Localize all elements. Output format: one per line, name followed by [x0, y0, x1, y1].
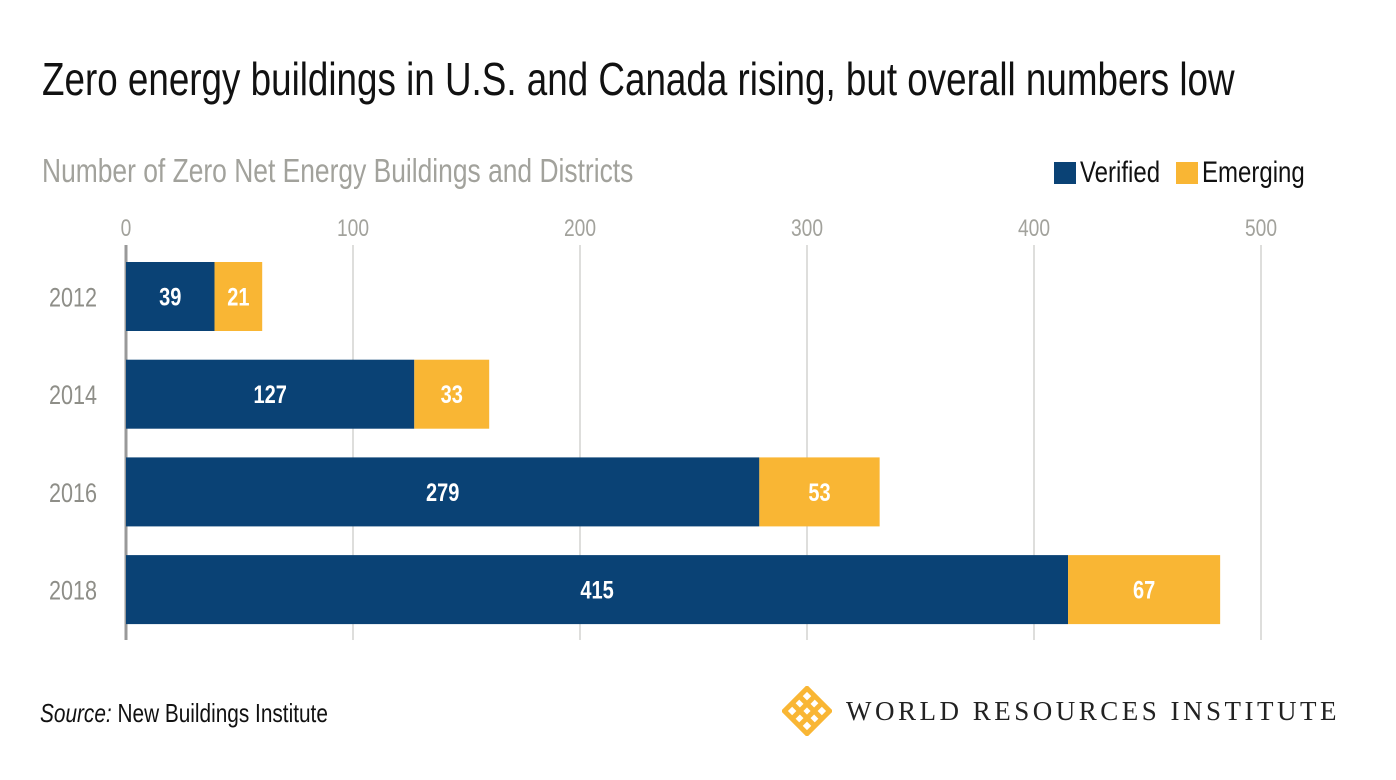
bar-segment-emerging	[414, 359, 490, 429]
chart-subtitle: Number of Zero Net Energy Buildings and …	[42, 152, 634, 189]
legend-label: Verified	[1079, 156, 1160, 189]
source-note: Source: New Buildings Institute	[40, 698, 328, 729]
bar-segment-emerging	[1068, 555, 1221, 625]
bar-segment-emerging	[214, 262, 263, 331]
bar-segment-verified	[126, 262, 215, 331]
legend-item-verified: Verified	[1053, 156, 1162, 190]
y-category-label: 2012	[49, 283, 97, 313]
bar-segment-verified	[126, 457, 760, 527]
chart-title: Zero energy buildings in U.S. and Canada…	[42, 53, 1235, 105]
x-tick-label: 400	[1018, 214, 1050, 242]
source-text: New Buildings Institute	[117, 698, 328, 728]
source-label: Source:	[40, 698, 112, 728]
data-label: 21	[227, 283, 249, 311]
legend-swatch	[1175, 162, 1198, 184]
x-tick-label: 100	[337, 214, 369, 242]
bar-segment-emerging	[759, 457, 880, 527]
x-tick-label: 0	[121, 214, 132, 242]
bar-segment-verified	[126, 359, 415, 429]
legend-swatch	[1053, 162, 1076, 184]
data-label: 127	[253, 381, 286, 409]
wri-logo-icon	[782, 686, 832, 736]
data-label: 39	[159, 283, 181, 311]
data-label: 67	[1133, 577, 1155, 605]
wri-logo: WORLD RESOURCES INSTITUTE	[782, 686, 1340, 736]
x-tick-label: 200	[564, 214, 596, 242]
y-category-label: 2016	[49, 479, 97, 509]
legend-label: Emerging	[1201, 156, 1305, 189]
data-label: 33	[441, 381, 463, 409]
y-category-label: 2018	[49, 576, 97, 606]
data-label: 415	[580, 577, 613, 605]
wri-logo-text: WORLD RESOURCES INSTITUTE	[846, 695, 1340, 726]
data-label: 53	[808, 479, 830, 507]
x-tick-label: 500	[1245, 214, 1277, 242]
bar-segment-verified	[126, 555, 1069, 625]
x-tick-label: 300	[791, 214, 823, 242]
legend-item-emerging: Emerging	[1175, 156, 1312, 190]
y-category-label: 2014	[49, 381, 97, 411]
legend: Verified Emerging	[1053, 156, 1312, 190]
data-label: 279	[426, 479, 459, 507]
